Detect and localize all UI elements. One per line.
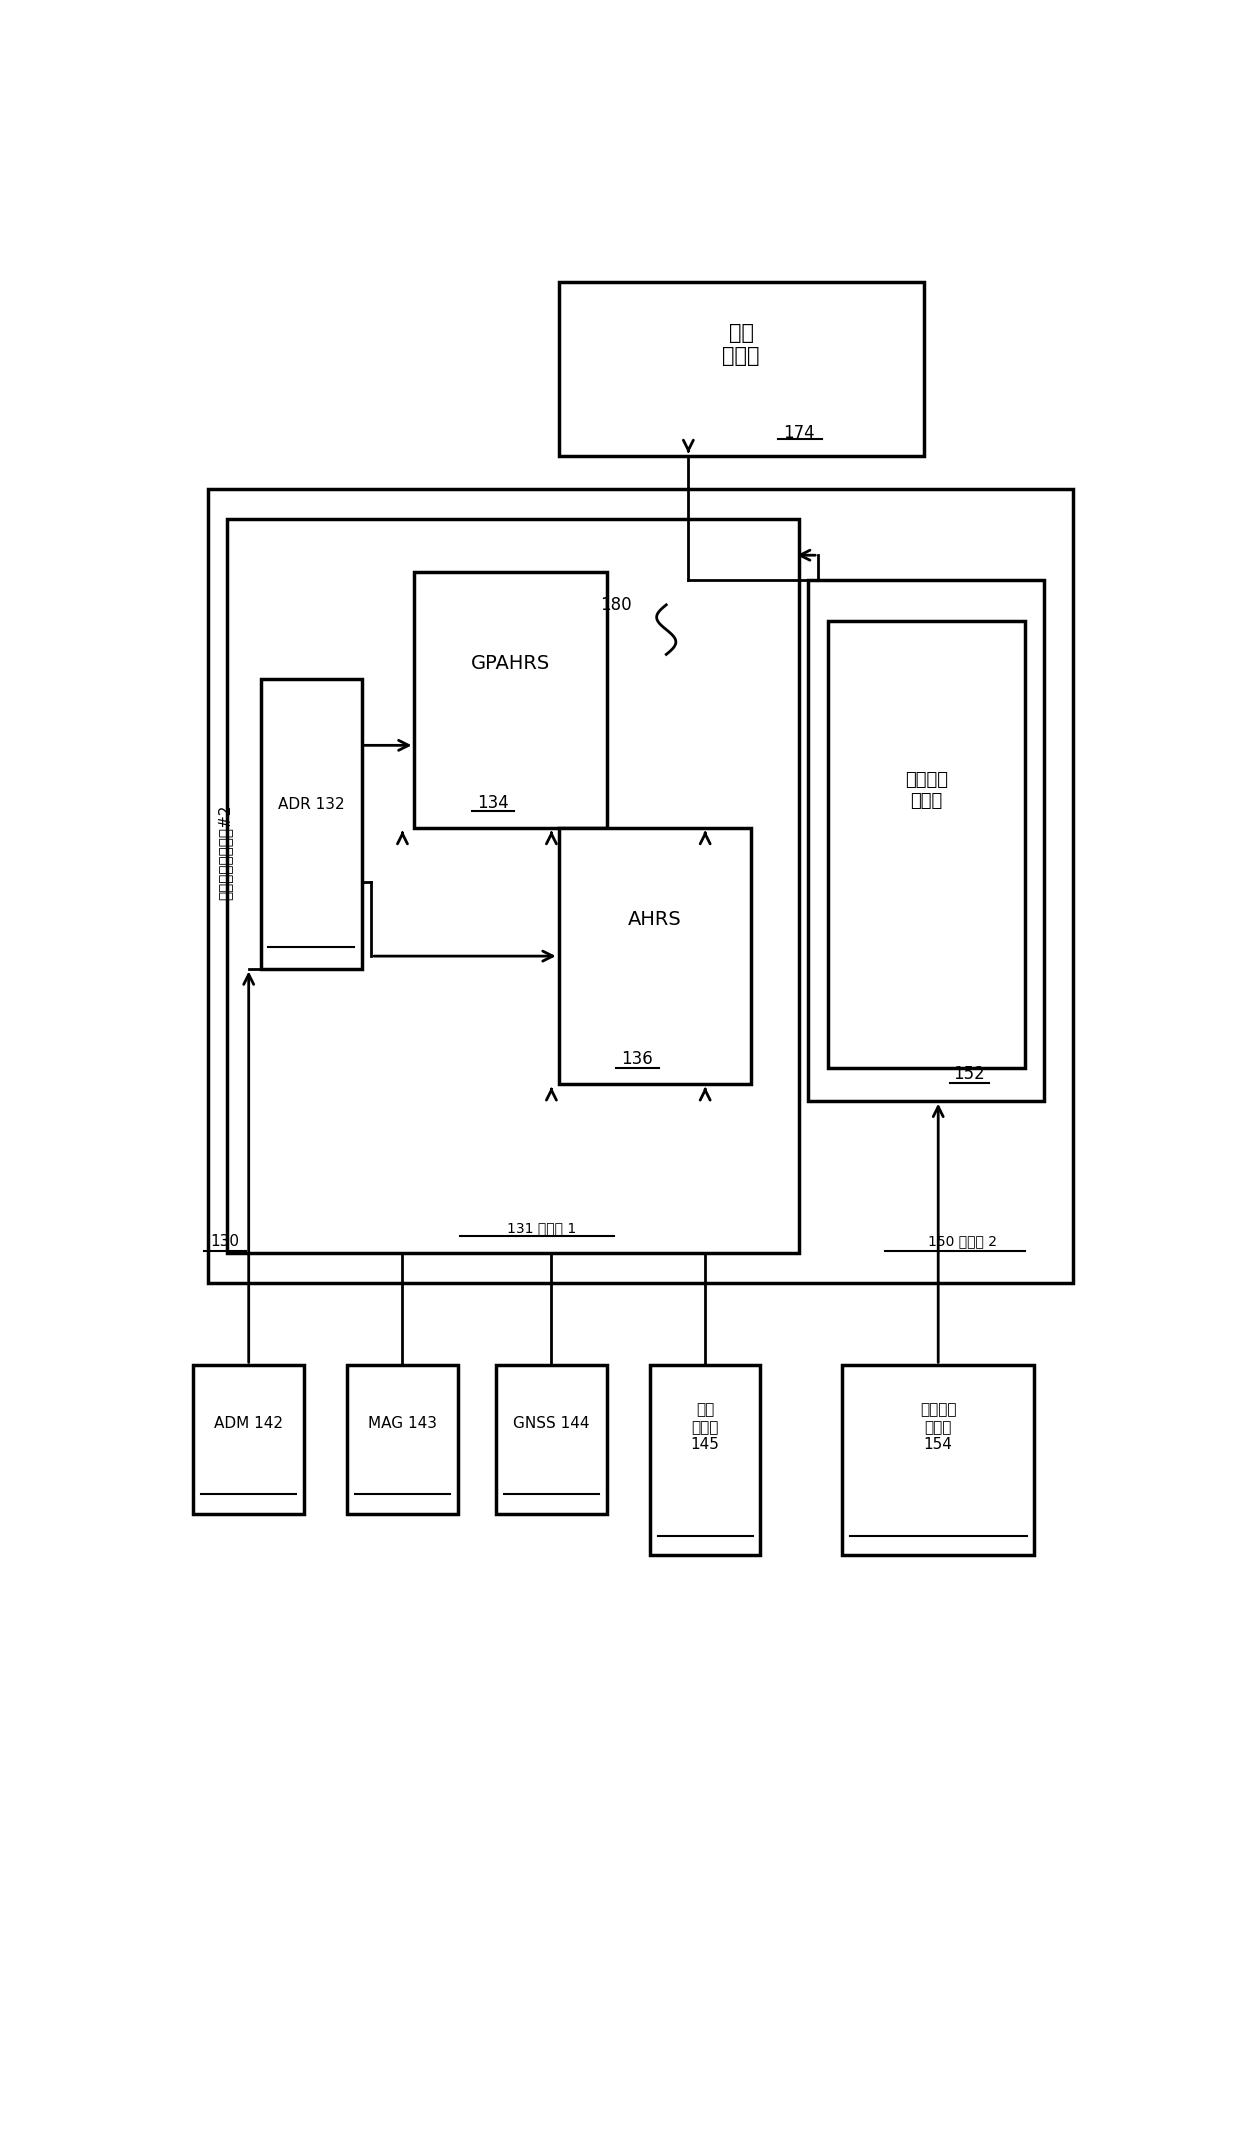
Bar — [558, 283, 924, 455]
Text: 180: 180 — [600, 597, 632, 614]
Bar — [842, 1365, 1034, 1554]
Text: 备用恨性参考单元#2: 备用恨性参考单元#2 — [218, 805, 233, 900]
Text: GPAHRS: GPAHRS — [471, 655, 551, 672]
Text: 131 处理器 1: 131 处理器 1 — [507, 1222, 577, 1235]
Text: 174: 174 — [782, 423, 815, 442]
Text: GNSS 144: GNSS 144 — [513, 1415, 590, 1430]
Text: 姿态完整
性系统: 姿态完整 性系统 — [905, 771, 947, 809]
Bar — [260, 678, 362, 968]
Text: 134: 134 — [477, 794, 510, 812]
Text: 恨性
传感器
145: 恨性 传感器 145 — [691, 1402, 719, 1451]
Bar — [193, 1365, 304, 1514]
Text: 姿态
监视器: 姿态 监视器 — [723, 322, 760, 365]
Text: AHRS: AHRS — [627, 910, 682, 930]
Text: 姿态方案
数据源
154: 姿态方案 数据源 154 — [920, 1402, 956, 1451]
Bar — [227, 520, 799, 1254]
Text: ADR 132: ADR 132 — [278, 797, 345, 812]
Bar — [208, 490, 1073, 1282]
Text: 150 处理器 2: 150 处理器 2 — [928, 1235, 997, 1247]
Text: 136: 136 — [621, 1050, 653, 1069]
Bar — [828, 620, 1024, 1067]
Bar — [808, 580, 1044, 1101]
Bar — [414, 571, 606, 829]
Text: 130: 130 — [211, 1235, 239, 1250]
Bar — [496, 1365, 606, 1514]
Bar — [347, 1365, 458, 1514]
Text: ADM 142: ADM 142 — [215, 1415, 283, 1430]
Text: MAG 143: MAG 143 — [368, 1415, 436, 1430]
Bar — [558, 829, 751, 1084]
Text: 152: 152 — [954, 1065, 986, 1084]
Bar — [650, 1365, 760, 1554]
